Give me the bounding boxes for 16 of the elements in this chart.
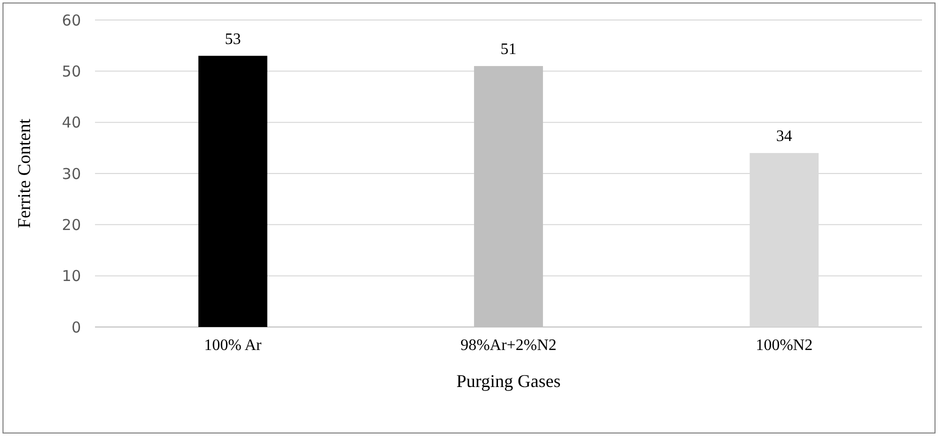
x-axis-title: Purging Gases (456, 371, 561, 391)
y-tick-label: 20 (62, 216, 81, 234)
data-label: 34 (776, 128, 792, 146)
y-tick-label: 10 (62, 267, 81, 286)
x-tick-label: 98%Ar+2%N2 (460, 337, 557, 354)
y-axis-title: Ferrite Content (14, 118, 34, 228)
y-tick-label: 0 (71, 318, 81, 336)
data-label: 53 (224, 30, 241, 48)
y-tick-label: 60 (62, 11, 81, 30)
data-label: 51 (500, 41, 516, 58)
y-tick-label: 30 (62, 164, 81, 183)
bar (198, 56, 268, 327)
y-tick-label: 50 (62, 62, 81, 80)
y-tick-label: 40 (62, 114, 81, 132)
x-tick-label: 100% Ar (204, 337, 262, 354)
x-tick-label: 100%N2 (756, 337, 813, 354)
